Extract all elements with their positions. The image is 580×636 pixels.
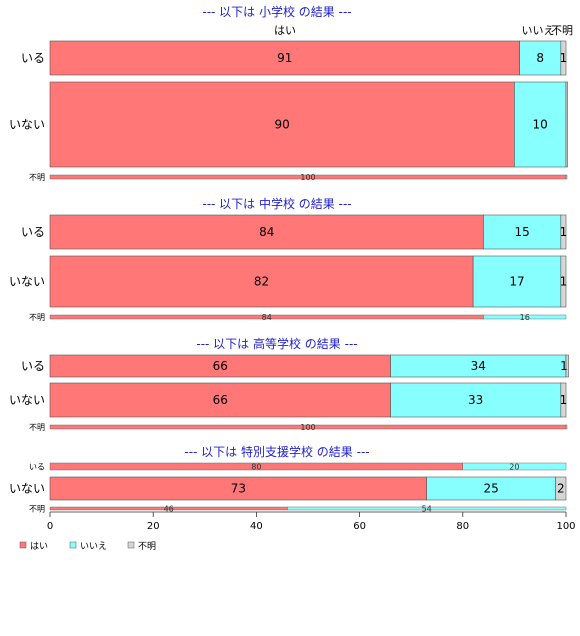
panel-title: --- 以下は 中学校 の結果 --- — [202, 196, 351, 211]
row-label: 不明 — [29, 173, 45, 182]
bar-segment-unknown — [565, 81, 568, 168]
bar-value-label: 1 — [560, 275, 568, 289]
panel-title: --- 以下は 小学校 の結果 --- — [202, 4, 351, 19]
bar-segment-unknown — [560, 214, 567, 250]
bar-segment-unknown — [555, 476, 567, 501]
x-tick-label: 100 — [556, 521, 575, 532]
bar-value-label: 34 — [471, 359, 486, 373]
bar-value-label: 90 — [275, 118, 290, 132]
bar-value-label: 2 — [557, 482, 565, 496]
legend-label: はい — [30, 541, 48, 552]
bar-segment-yes — [49, 40, 520, 76]
legend-label: いいえ — [80, 541, 107, 552]
legend-swatch — [19, 541, 27, 549]
legend-swatch — [69, 541, 77, 549]
bar-value-label: 84 — [259, 225, 274, 239]
bar-segment-no — [519, 40, 562, 76]
bar-segment-unknown — [565, 174, 568, 180]
bar-value-label: 25 — [484, 482, 499, 496]
bar-value-label: 73 — [231, 482, 246, 496]
x-tick-label: 40 — [250, 521, 263, 532]
row-label: 不明 — [29, 313, 45, 322]
bar-value-label: 10 — [533, 118, 548, 132]
bar-segment-no — [483, 314, 567, 320]
bar-value-label: 1 — [560, 359, 568, 373]
legend-label: 不明 — [138, 541, 156, 552]
bar-value-label: 100 — [300, 423, 315, 432]
x-tick-label: 80 — [456, 521, 469, 532]
row-label: いる — [21, 359, 45, 373]
bar-segment-unknown — [565, 354, 569, 378]
bar-segment-unknown — [565, 424, 568, 430]
bar-value-label: 8 — [536, 51, 544, 65]
legend-swatch — [127, 541, 135, 549]
bar-value-label: 91 — [277, 51, 292, 65]
bar-segment-unknown — [560, 382, 567, 418]
bar-value-label: 100 — [300, 173, 315, 182]
bar-value-label: 82 — [254, 275, 269, 289]
column-label-yes: はい — [274, 24, 296, 37]
bar-value-label: 54 — [422, 505, 432, 514]
row-label: いない — [9, 275, 45, 289]
bar-value-label: 17 — [509, 275, 524, 289]
x-tick-label: 0 — [47, 521, 53, 532]
bar-value-label: 20 — [509, 463, 519, 472]
x-tick-label: 60 — [353, 521, 366, 532]
panel-title: --- 以下は 高等学校 の結果 --- — [196, 336, 357, 351]
bar-value-label: 15 — [514, 225, 529, 239]
row-label: いる — [29, 463, 45, 472]
bar-value-label: 1 — [560, 51, 568, 65]
row-label: 不明 — [29, 505, 45, 514]
row-label: いない — [9, 393, 45, 407]
bar-value-label: 84 — [262, 313, 272, 322]
bar-segment-unknown — [560, 40, 567, 76]
bar-segment-no — [483, 214, 562, 250]
panel-title: --- 以下は 特別支援学校 の結果 --- — [184, 444, 369, 459]
bar-value-label: 33 — [468, 393, 483, 407]
bar-value-label: 80 — [251, 463, 261, 472]
bar-segment-no — [287, 506, 567, 511]
bar-value-label: 66 — [213, 393, 228, 407]
bar-segment-yes — [49, 214, 484, 250]
bar-segment-yes — [49, 255, 474, 308]
bar-value-label: 46 — [164, 505, 174, 514]
row-label: いる — [21, 51, 45, 65]
column-label-unknown: 不明 — [551, 24, 573, 37]
bar-value-label: 16 — [520, 313, 530, 322]
bar-segment-yes — [49, 382, 391, 418]
row-label: いない — [9, 482, 45, 496]
bar-value-label: 1 — [560, 393, 568, 407]
column-label-no: いいえ — [522, 24, 555, 37]
bar-value-label: 1 — [560, 225, 568, 239]
bar-segment-unknown — [560, 255, 567, 308]
row-label: いる — [21, 225, 45, 239]
bar-segment-no — [514, 81, 567, 168]
row-label: いない — [9, 118, 45, 132]
bar-value-label: 66 — [213, 359, 228, 373]
row-label: 不明 — [29, 423, 45, 432]
x-tick-label: 20 — [147, 521, 160, 532]
bar-segment-no — [462, 462, 567, 471]
